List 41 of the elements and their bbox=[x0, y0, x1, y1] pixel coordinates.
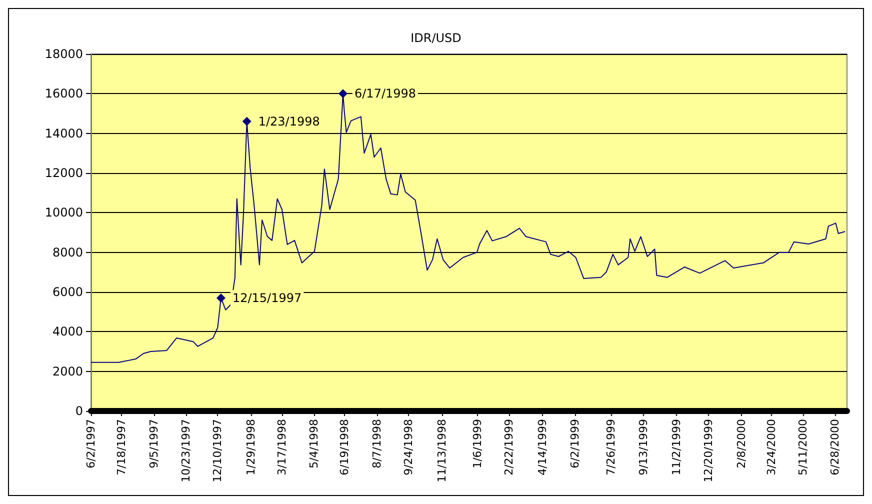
y-tick-label: 4000 bbox=[52, 324, 83, 339]
point bbox=[242, 116, 252, 126]
chart-title: IDR/USD bbox=[410, 31, 462, 45]
point bbox=[338, 89, 348, 98]
x-tick-label: 5/11/2000 bbox=[796, 419, 810, 476]
y-tick-label: 12000 bbox=[44, 166, 83, 180]
x-tick-label: 7/26/1999 bbox=[604, 419, 618, 476]
y-tick-label: 6000 bbox=[52, 285, 83, 299]
x-tick-label: 9/24/1998 bbox=[402, 419, 416, 476]
x-tick-label: 1/6/1999 bbox=[471, 419, 484, 468]
x-tick-label: 1/29/1998 bbox=[244, 419, 258, 476]
y-tick-label: 16000 bbox=[44, 86, 83, 101]
y-tick-label: 18000 bbox=[44, 47, 83, 61]
annotation: 6/17/1998 bbox=[354, 86, 416, 101]
x-tick-label: 9/13/1999 bbox=[636, 419, 650, 476]
annotation: 1/23/1998 bbox=[258, 114, 320, 128]
x-tick-label: 4/14/1999 bbox=[536, 419, 550, 476]
x-tick-label: 9/5/1997 bbox=[148, 419, 160, 468]
x-tick-label: 3/17/1998 bbox=[275, 419, 288, 476]
x-tick-label: 6/2/1999 bbox=[568, 419, 582, 468]
x-tick-label: 12/20/1999 bbox=[702, 419, 715, 482]
annotation: 12/15/1997 bbox=[232, 290, 302, 305]
x-tick-label: 11/13/1998 bbox=[435, 419, 448, 482]
x-tick-label: 2/22/1999 bbox=[502, 419, 516, 476]
x-tick-label: 8/7/1998 bbox=[370, 419, 384, 468]
x-tick-label: 11/2/1999 bbox=[670, 419, 684, 476]
y-tick-label: 10000 bbox=[44, 206, 83, 220]
x-tick-label: 2/8/2000 bbox=[735, 419, 748, 468]
point bbox=[216, 293, 226, 302]
y-tick-label: 14000 bbox=[44, 126, 83, 140]
x-tick-label: 12/10/1997 bbox=[211, 419, 224, 482]
x-tick-label: 10/23/1997 bbox=[179, 419, 192, 482]
y-tick-label: 2000 bbox=[52, 364, 83, 378]
x-tick-label: 7/18/1997 bbox=[115, 419, 128, 476]
y-tick-label: 0 bbox=[75, 404, 83, 418]
x-tick-label: 3/24/2000 bbox=[764, 419, 778, 476]
y-tick-label: 8000 bbox=[52, 245, 83, 260]
x-tick-label: 6/19/1998 bbox=[338, 419, 351, 476]
x-tick-label: 5/4/1998 bbox=[307, 419, 320, 468]
x-tick-label: 6/28/2000 bbox=[828, 419, 842, 476]
x-tick-label: 6/2/1997 bbox=[84, 419, 98, 468]
